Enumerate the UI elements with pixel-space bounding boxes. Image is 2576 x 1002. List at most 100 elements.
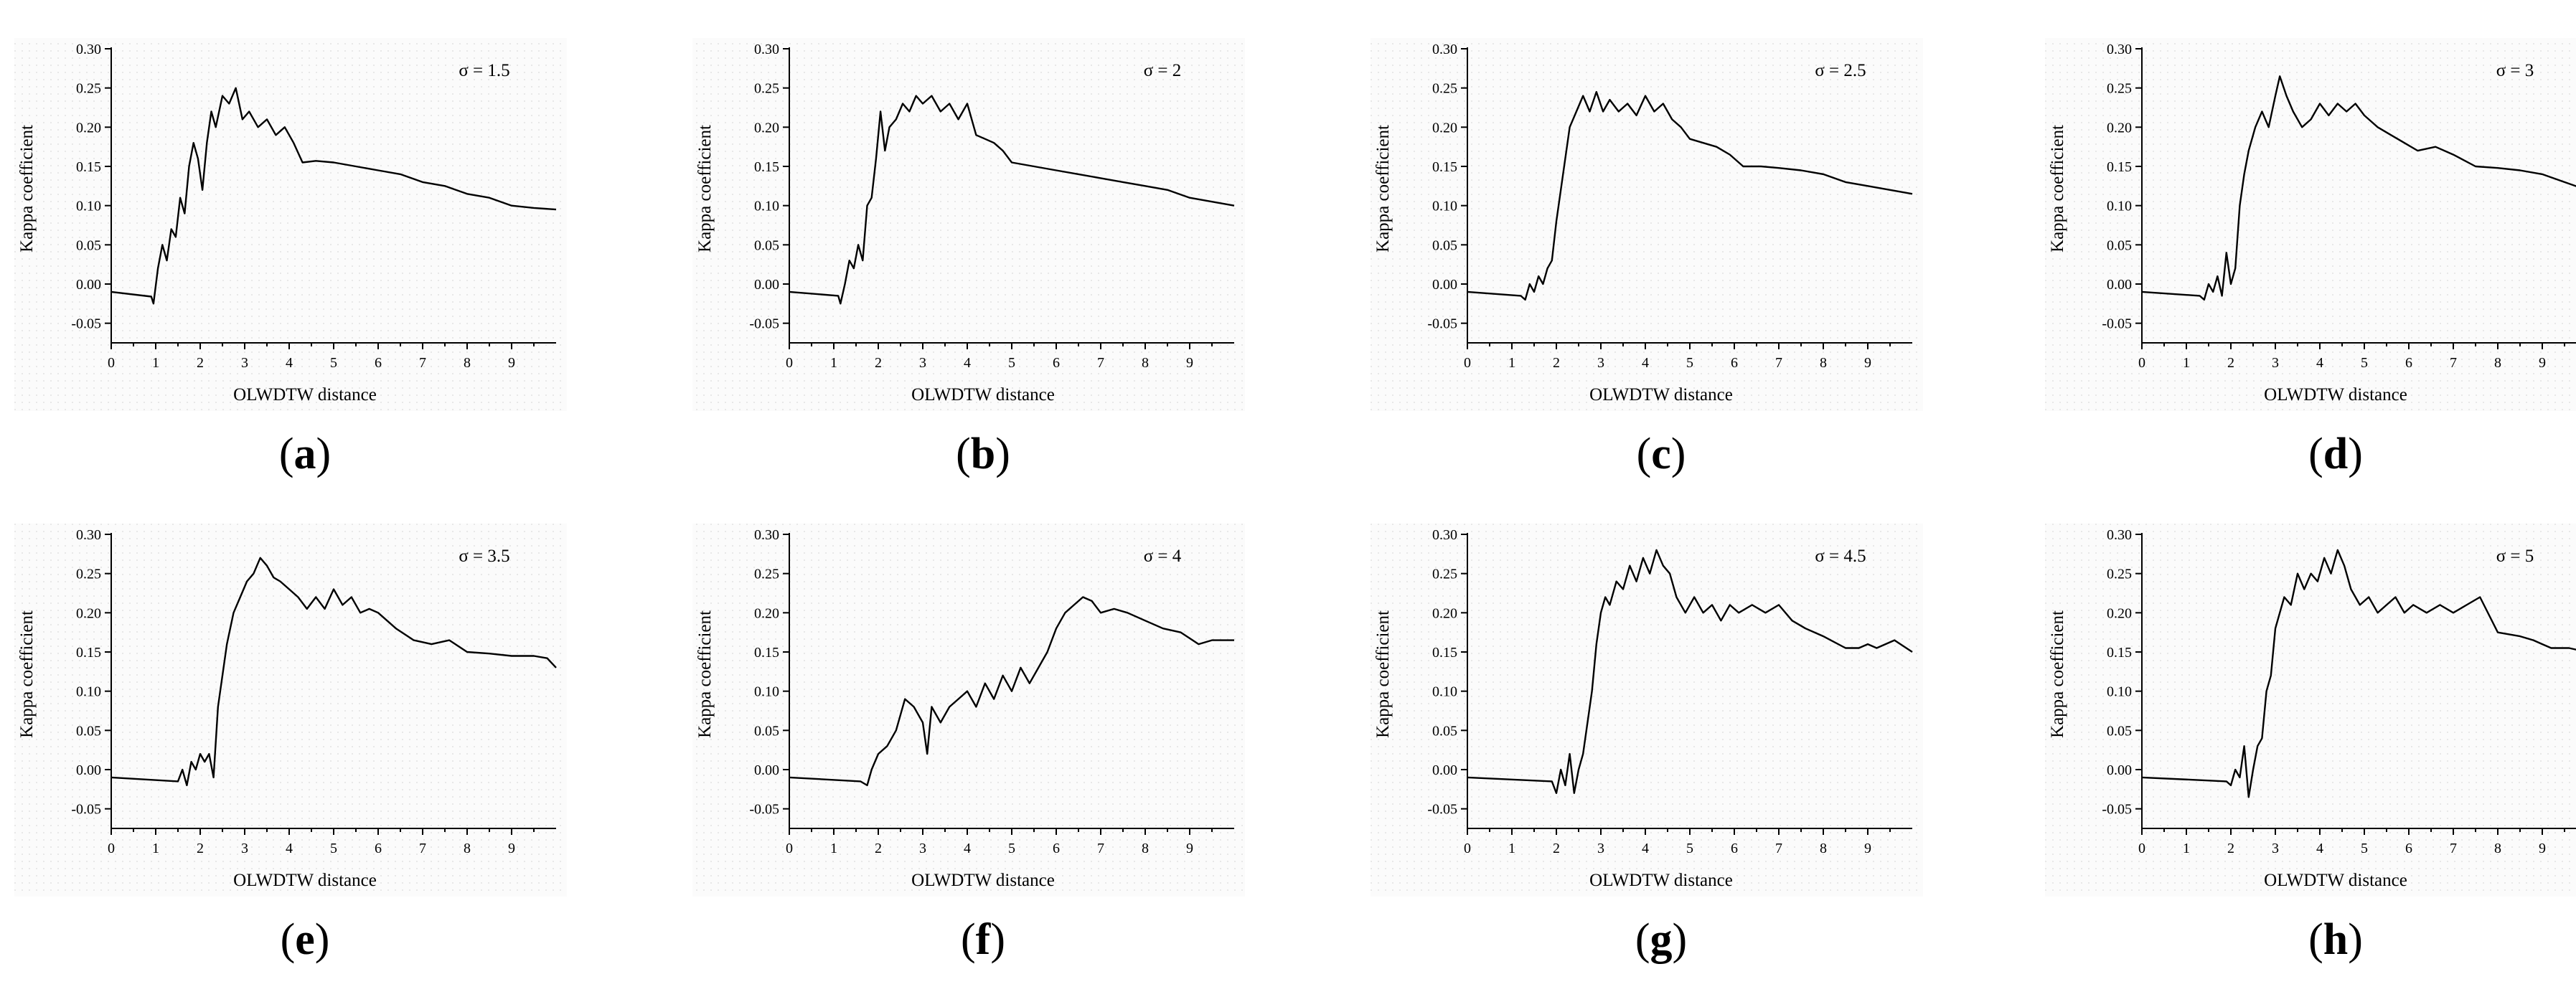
kappa-series-line [789, 95, 1235, 305]
kappa-series-line [111, 557, 557, 787]
sigma-annotation: σ = 2.5 [1815, 61, 1866, 80]
chart-panel-b: -0.05 0.00 0.05 0.10 0.15 0.20 0.25 0.30 0 1 2 3 4 5 6… [692, 38, 1245, 478]
y-tick-label: -0.05 [749, 316, 779, 332]
y-tick-label: 0.25 [754, 81, 779, 97]
x-tick-label: 1 [830, 355, 837, 371]
y-tick-label: -0.05 [71, 802, 101, 818]
sigma-annotation: σ = 3 [2496, 61, 2534, 80]
y-tick-label: 0.05 [1432, 237, 1457, 253]
y-axis-title: Kappa coefficient [2048, 125, 2067, 252]
grid-dots [2045, 38, 2576, 411]
x-tick-label: 1 [152, 355, 159, 371]
y-tick-label: 0.00 [1432, 277, 1457, 293]
y-tick-label: 0.20 [754, 605, 779, 621]
x-tick-label: 9 [2539, 841, 2546, 856]
x-tick-label: 5 [330, 841, 337, 856]
y-axis-title: Kappa coefficient [17, 610, 37, 738]
y-tick-label: 0.00 [2107, 762, 2132, 778]
x-axis-title: OLWDTW distance [1589, 871, 1733, 890]
y-tick-label: 0.30 [2107, 527, 2132, 543]
x-axis-title: OLWDTW distance [911, 385, 1055, 405]
x-tick-label: 0 [786, 841, 793, 856]
y-tick-label: 0.30 [754, 42, 779, 57]
y-tick-label: 0.15 [754, 645, 779, 661]
x-tick-label: 4 [2316, 841, 2323, 856]
x-tick-label: 2 [1553, 841, 1560, 856]
chart-panel-e: -0.05 0.00 0.05 0.10 0.15 0.20 0.25 0.30 0 1 2 3 4 5 6… [14, 524, 567, 964]
x-tick-label: 0 [108, 841, 115, 856]
y-tick-label: -0.05 [749, 802, 779, 818]
x-tick-label: 2 [197, 355, 204, 371]
x-tick-label: 9 [1864, 355, 1871, 371]
x-tick-label: 3 [2272, 841, 2279, 856]
y-tick-label: 0.00 [754, 277, 779, 293]
y-tick-label: 0.05 [76, 723, 101, 739]
x-tick-label: 5 [2361, 355, 2368, 371]
grid-dots [2045, 524, 2576, 897]
y-tick-label: 0.15 [1432, 159, 1457, 175]
y-tick-label: 0.05 [76, 237, 101, 253]
x-tick-label: 7 [1097, 841, 1104, 856]
y-tick-label: 0.30 [2107, 42, 2132, 57]
y-tick-label: 0.10 [1432, 199, 1457, 214]
y-tick-label: 0.20 [1432, 605, 1457, 621]
x-tick-label: 4 [964, 841, 971, 856]
x-tick-label: 4 [1642, 355, 1649, 371]
x-tick-label: 6 [2405, 355, 2412, 371]
y-tick-label: 0.25 [754, 567, 779, 582]
y-tick-label: 0.10 [76, 199, 101, 214]
y-tick-label: 0.15 [2107, 645, 2132, 661]
y-tick-label: 0.10 [1432, 684, 1457, 700]
y-tick-label: 0.00 [76, 277, 101, 293]
x-tick-label: 6 [1731, 841, 1738, 856]
kappa-series-line [1467, 549, 1913, 795]
grid-dots [692, 524, 1245, 897]
y-axis-title: Kappa coefficient [2048, 610, 2067, 738]
x-tick-label: 1 [1508, 841, 1515, 856]
x-tick-label: 6 [1053, 841, 1060, 856]
x-tick-label: 8 [1820, 841, 1827, 856]
x-tick-label: 0 [2138, 355, 2145, 371]
x-tick-label: 8 [1142, 841, 1149, 856]
x-tick-label: 4 [286, 841, 293, 856]
chart-panel-c: -0.05 0.00 0.05 0.10 0.15 0.20 0.25 0.30 0 1 2 3 4 5 6… [1371, 38, 1923, 478]
x-tick-label: 5 [1008, 355, 1015, 371]
panel-caption: (a) [279, 430, 331, 478]
y-tick-label: 0.15 [76, 159, 101, 175]
y-axis-title: Kappa coefficient [1373, 125, 1393, 252]
x-tick-label: 6 [2405, 841, 2412, 856]
kappa-series-line [789, 596, 1234, 787]
x-tick-label: 5 [330, 355, 337, 371]
grid-dots [692, 38, 1245, 411]
chart-panel-g: -0.05 0.00 0.05 0.10 0.15 0.20 0.25 0.30 0 1 2 3 4 5 6… [1371, 524, 1923, 964]
x-tick-label: 3 [919, 841, 926, 856]
y-tick-label: 0.00 [754, 762, 779, 778]
y-tick-label: -0.05 [1427, 316, 1457, 332]
x-tick-label: 1 [2183, 355, 2190, 371]
x-tick-label: 9 [1864, 841, 1871, 856]
y-tick-label: 0.05 [754, 723, 779, 739]
chart-panel-d: -0.05 0.00 0.05 0.10 0.15 0.20 0.25 0.30 0 1 2 3 4 5 6… [2045, 38, 2576, 478]
panel-caption-letter: g [1650, 915, 1673, 964]
x-tick-label: 2 [2227, 355, 2234, 371]
y-tick-label: 0.25 [1432, 81, 1457, 97]
y-tick-label: 0.30 [754, 527, 779, 543]
y-tick-label: -0.05 [2102, 316, 2132, 332]
sigma-annotation: σ = 4 [1144, 547, 1182, 566]
x-axis-title: OLWDTW distance [911, 871, 1055, 890]
sigma-annotation: σ = 2 [1144, 61, 1182, 80]
y-tick-label: 0.05 [2107, 237, 2132, 253]
x-tick-label: 4 [286, 355, 293, 371]
x-tick-label: 8 [1142, 355, 1149, 371]
x-tick-label: 9 [2539, 355, 2546, 371]
x-tick-label: 6 [1731, 355, 1738, 371]
x-axis-title: OLWDTW distance [1589, 385, 1733, 405]
y-tick-label: 0.10 [2107, 199, 2132, 214]
y-tick-label: 0.05 [2107, 723, 2132, 739]
panel-caption: (b) [956, 430, 1010, 478]
y-axis-title: Kappa coefficient [695, 125, 715, 252]
x-tick-label: 6 [375, 355, 382, 371]
x-tick-label: 4 [1642, 841, 1649, 856]
sigma-annotation: σ = 5 [2496, 547, 2534, 566]
